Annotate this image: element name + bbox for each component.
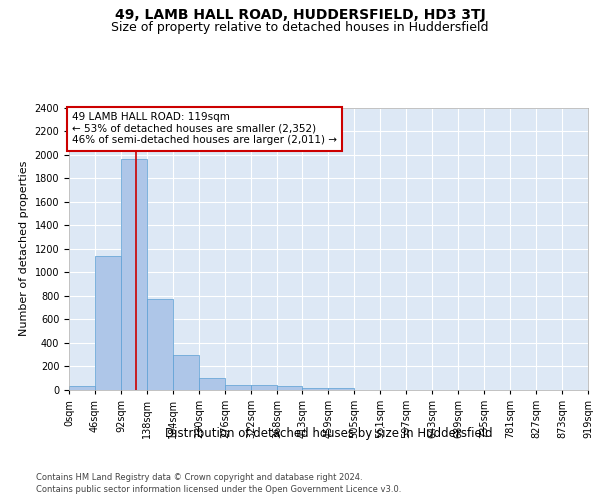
Bar — [69, 386, 95, 390]
Text: Distribution of detached houses by size in Huddersfield: Distribution of detached houses by size … — [165, 428, 493, 440]
Text: Contains HM Land Registry data © Crown copyright and database right 2024.: Contains HM Land Registry data © Crown c… — [36, 472, 362, 482]
Bar — [147, 300, 173, 390]
Bar — [121, 160, 147, 390]
Bar — [225, 384, 251, 390]
Bar — [328, 388, 354, 390]
Bar — [277, 386, 302, 390]
Text: 49 LAMB HALL ROAD: 119sqm
← 53% of detached houses are smaller (2,352)
46% of se: 49 LAMB HALL ROAD: 119sqm ← 53% of detac… — [72, 112, 337, 146]
Bar — [173, 354, 199, 390]
Y-axis label: Number of detached properties: Number of detached properties — [19, 161, 29, 336]
Text: Contains public sector information licensed under the Open Government Licence v3: Contains public sector information licen… — [36, 485, 401, 494]
Bar — [95, 256, 121, 390]
Bar — [199, 378, 225, 390]
Text: Size of property relative to detached houses in Huddersfield: Size of property relative to detached ho… — [111, 21, 489, 34]
Text: 49, LAMB HALL ROAD, HUDDERSFIELD, HD3 3TJ: 49, LAMB HALL ROAD, HUDDERSFIELD, HD3 3T… — [115, 8, 485, 22]
Bar — [302, 388, 328, 390]
Bar — [251, 386, 277, 390]
